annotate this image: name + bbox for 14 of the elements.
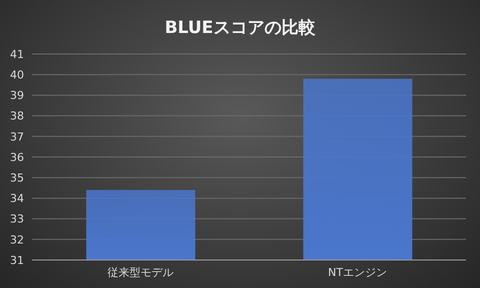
y-tick-label: 35 (10, 172, 24, 185)
y-tick-label: 33 (10, 212, 24, 226)
y-tick-label: 31 (10, 254, 24, 267)
y-tick-label: 34 (10, 192, 24, 206)
y-tick-label: 39 (10, 89, 24, 102)
y-tick-label: 38 (10, 110, 24, 123)
y-tick-label: 36 (10, 150, 24, 164)
x-tick-label: NTエンジン (328, 266, 387, 279)
y-tick-label: 41 (10, 48, 24, 61)
x-tick-label: 従来型モデル (108, 266, 174, 279)
y-tick-label: 32 (10, 233, 24, 246)
y-tick-label: 40 (10, 68, 24, 82)
y-tick-label: 37 (10, 130, 24, 144)
chart-title: BLUEスコアの比較 (164, 17, 316, 40)
